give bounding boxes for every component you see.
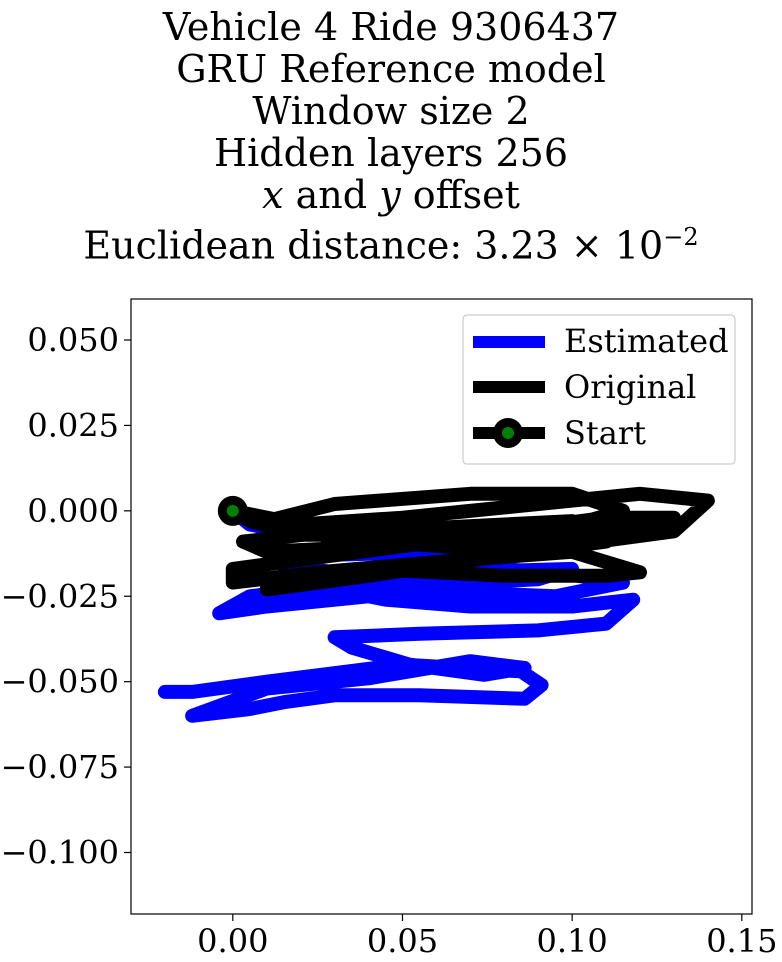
title-and: and [283, 173, 380, 217]
legend-box [462, 314, 736, 465]
legend: Estimated Original Start [462, 314, 736, 465]
y-tick-label: −0.050 [1, 663, 119, 701]
chart-title-line-2: GRU Reference model [176, 47, 606, 91]
title-offset: offset [400, 173, 520, 217]
legend-start-marker-face [502, 427, 514, 439]
title-distance-exponent: −2 [663, 223, 699, 251]
x-tick-label: 0.15 [706, 922, 777, 960]
y-tick-label: −0.075 [1, 748, 119, 786]
y-tick-label: 0.050 [27, 321, 119, 359]
chart-title-line-4: Hidden layers 256 [213, 131, 569, 175]
y-tick-label: 0.025 [27, 406, 119, 444]
x-tick-label: 0.00 [197, 922, 268, 960]
axes-frame [130, 298, 753, 915]
legend-start-label: Start [564, 414, 646, 452]
y-tick-label: −0.025 [1, 577, 119, 615]
chart-title-line-6: Euclidean distance: 3.23 × 10−2 [0, 216, 782, 267]
chart-title-line-1: Vehicle 4 Ride 9306437 [162, 5, 620, 49]
chart-title-line-5: x and y offset [0, 174, 782, 216]
series-layer [157, 486, 715, 723]
legend-original-label: Original [564, 368, 696, 406]
x-tick-label: 0.05 [367, 922, 438, 960]
original-trajectory [225, 486, 715, 597]
title-y-var: y [379, 173, 401, 217]
title-distance: Euclidean distance: 3.23 × 10 [83, 223, 664, 268]
title-x-var: x [262, 173, 284, 217]
y-tick-label: 0.000 [27, 492, 119, 530]
start-marker-face [226, 504, 239, 517]
x-tick-label: 0.10 [537, 922, 608, 960]
chart-title-line-3: Window size 2 [252, 89, 530, 133]
y-tick-label: −0.100 [1, 834, 119, 872]
ticks-layer: 0.00 0.05 0.10 0.15 0.050 0.025 0.000 −0.025 −0.… [1, 321, 778, 960]
legend-estimated-label: Estimated [564, 322, 729, 360]
